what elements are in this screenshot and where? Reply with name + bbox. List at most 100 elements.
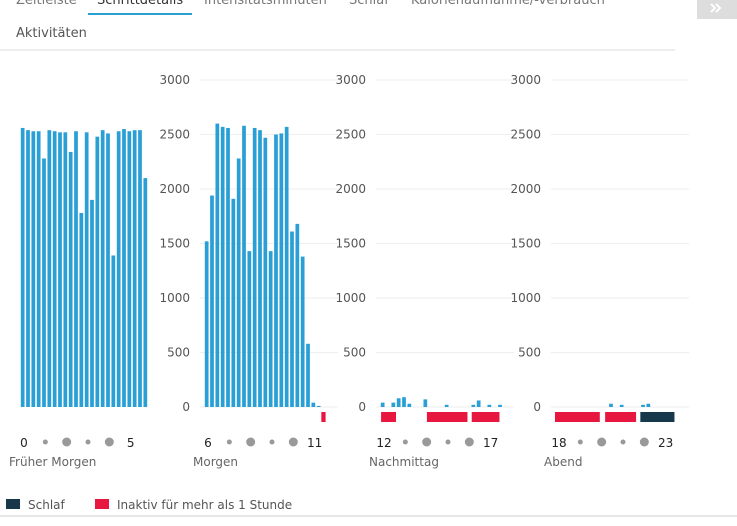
y-tick-label: 500	[343, 346, 366, 360]
x-tick-label: 17	[483, 436, 498, 450]
hour-dot	[422, 437, 432, 447]
legend-label: Schlaf	[28, 498, 66, 512]
tab[interactable]: Schlaf	[349, 0, 389, 8]
x-tick-label: 11	[307, 436, 322, 450]
hour-dot	[639, 437, 649, 447]
inactive-band	[555, 412, 600, 422]
bar	[74, 131, 78, 408]
hour-dot	[269, 439, 275, 445]
bar	[619, 404, 624, 407]
x-tick-label: 6	[204, 436, 212, 450]
y-tick-label: 1000	[159, 291, 190, 305]
bar	[100, 130, 105, 407]
y-tick-label: 1500	[159, 237, 190, 251]
tab[interactable]: Kalorienaufnahme/-verbrauch	[411, 0, 605, 8]
bar	[79, 212, 84, 407]
bar	[122, 129, 126, 408]
x-axis-label: Früher Morgen	[9, 455, 96, 469]
y-tick-label: 2000	[159, 182, 190, 196]
tab[interactable]: Intensitätsminuten	[204, 0, 327, 8]
y-tick-label: 0	[182, 400, 190, 414]
active-tab-underline	[88, 13, 192, 15]
hour-dot	[620, 439, 626, 445]
tab[interactable]: Schrittdetails	[97, 0, 183, 8]
hour-dot	[402, 439, 408, 445]
inactive-band	[381, 412, 396, 422]
bar	[36, 131, 41, 408]
hour-dot	[577, 439, 583, 445]
bar	[215, 123, 220, 407]
bar	[42, 158, 46, 407]
bar	[236, 158, 241, 407]
side-button[interactable]	[697, 0, 737, 19]
bar	[58, 132, 62, 407]
bar	[31, 131, 36, 408]
y-tick-label: 2500	[159, 128, 190, 142]
y-tick-label: 2500	[510, 128, 541, 142]
bar	[498, 404, 502, 407]
tab[interactable]: Aktivitäten	[16, 26, 87, 41]
bar	[641, 404, 645, 407]
x-tick-label: 5	[127, 436, 135, 450]
hour-dot	[62, 437, 72, 447]
legend-label: Inaktiv für mehr als 1 Stunde	[117, 498, 292, 512]
bar	[231, 198, 236, 407]
bar	[52, 131, 57, 408]
bar	[242, 125, 246, 407]
sleep-band	[640, 412, 675, 422]
bar	[290, 231, 294, 407]
bar	[116, 131, 121, 408]
bar	[26, 130, 30, 407]
bar	[274, 134, 278, 407]
bar	[258, 130, 262, 407]
bar	[63, 132, 68, 407]
y-tick-label: 2000	[335, 182, 366, 196]
bar	[252, 127, 257, 408]
x-axis-label: Morgen	[193, 455, 238, 469]
x-axis-label: Nachmittag	[369, 455, 439, 469]
hour-dot	[226, 439, 232, 445]
bar	[300, 256, 305, 407]
x-tick-label: 18	[551, 436, 566, 450]
bar	[268, 251, 273, 407]
hour-dot	[597, 437, 607, 447]
bar	[138, 130, 142, 407]
x-tick-label: 12	[376, 436, 391, 450]
x-tick-label: 23	[658, 436, 673, 450]
y-tick-label: 0	[358, 400, 366, 414]
x-axis-label: Abend	[544, 455, 582, 469]
bar	[143, 178, 148, 407]
inactive-band	[605, 412, 637, 422]
y-tick-label: 3000	[510, 73, 541, 87]
bar	[111, 255, 116, 407]
bar	[220, 126, 225, 408]
bar	[226, 127, 230, 408]
hour-dot	[288, 437, 298, 447]
bar	[68, 151, 73, 407]
bar	[279, 133, 284, 407]
bar	[306, 343, 310, 407]
legend-swatch	[95, 499, 109, 509]
bar	[47, 130, 52, 407]
bar	[609, 403, 613, 407]
bar	[20, 127, 25, 408]
bar	[471, 404, 476, 407]
legend-swatch	[6, 499, 20, 509]
inactive-band	[426, 412, 468, 422]
bar	[380, 402, 385, 407]
y-tick-label: 0	[533, 400, 541, 414]
y-tick-label: 500	[167, 346, 190, 360]
hour-dot	[42, 439, 48, 445]
bar	[284, 126, 289, 408]
tab[interactable]: Zeitleiste	[16, 0, 77, 8]
bar	[106, 133, 110, 407]
bar	[402, 397, 406, 407]
bar	[210, 195, 214, 407]
bar	[247, 251, 252, 407]
bar	[204, 241, 209, 407]
hour-dot	[246, 437, 256, 447]
hour-dot	[85, 439, 91, 445]
expand-icon	[710, 3, 722, 13]
